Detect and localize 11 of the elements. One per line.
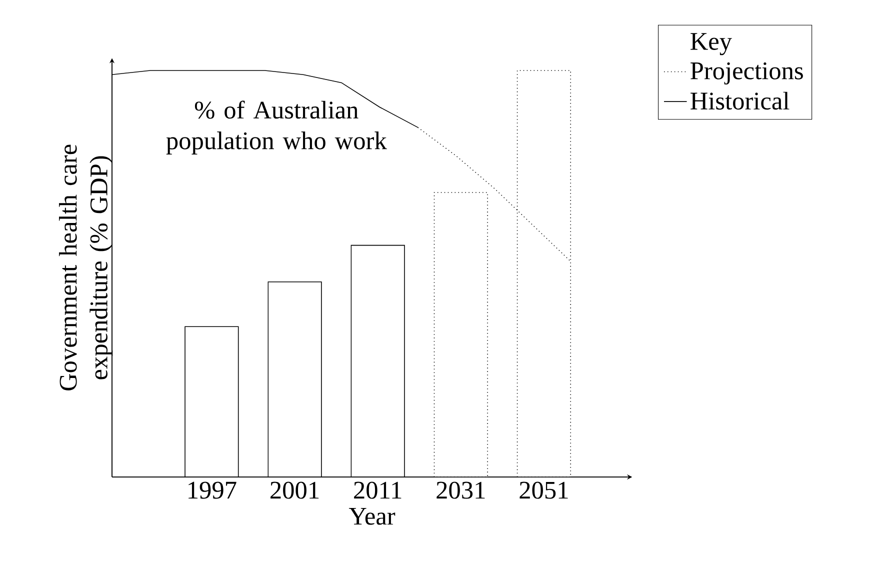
series-label: % of Australian population who work	[166, 100, 387, 154]
legend-label: Projections	[690, 62, 803, 85]
legend-title: Key	[690, 33, 732, 56]
x-tick-label: 1997	[188, 482, 236, 499]
y-axis-title: Government health care expenditure (% GDP)	[59, 144, 113, 390]
x-tick-label: 2051	[520, 482, 568, 499]
x-axis-title: Year	[348, 508, 396, 525]
x-tick-label: 2011	[354, 482, 402, 499]
x-tick-label: 2001	[270, 482, 319, 499]
legend-label: Historical	[690, 92, 790, 110]
x-tick-label: 2031	[436, 482, 485, 499]
